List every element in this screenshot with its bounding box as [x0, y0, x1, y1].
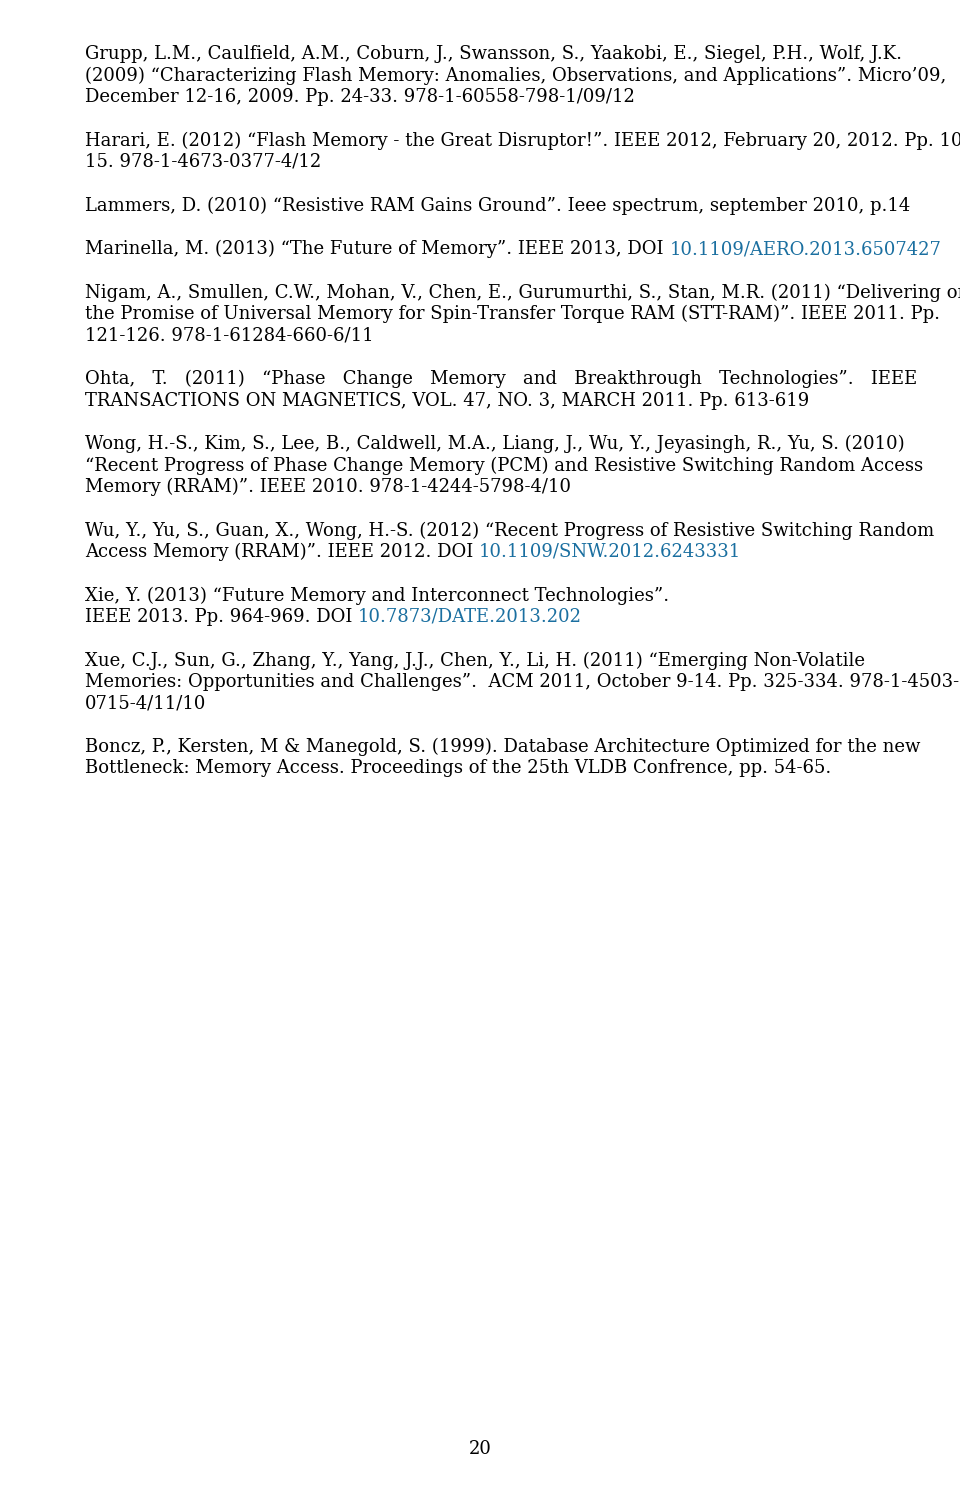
Text: 121-126. 978-1-61284-660-6/11: 121-126. 978-1-61284-660-6/11: [85, 327, 373, 345]
Text: 10.7873/DATE.2013.202: 10.7873/DATE.2013.202: [358, 608, 582, 626]
Text: “Recent Progress of Phase Change Memory (PCM) and Resistive Switching Random Acc: “Recent Progress of Phase Change Memory …: [85, 457, 924, 475]
Text: 15. 978-1-4673-0377-4/12: 15. 978-1-4673-0377-4/12: [85, 152, 322, 170]
Text: Wu, Y., Yu, S., Guan, X., Wong, H.-S. (2012) “Recent Progress of Resistive Switc: Wu, Y., Yu, S., Guan, X., Wong, H.-S. (2…: [85, 521, 934, 539]
Text: Memory (RRAM)”. IEEE 2010. 978-1-4244-5798-4/10: Memory (RRAM)”. IEEE 2010. 978-1-4244-57…: [85, 478, 571, 496]
Text: Bottleneck: Memory Access. Proceedings of the 25th VLDB Confrence, pp. 54-65.: Bottleneck: Memory Access. Proceedings o…: [85, 759, 831, 777]
Text: Ohta,   T.   (2011)   “Phase   Change   Memory   and   Breakthrough   Technologi: Ohta, T. (2011) “Phase Change Memory and…: [85, 371, 917, 388]
Text: Xie, Y. (2013) “Future Memory and Interconnect Technologies”.: Xie, Y. (2013) “Future Memory and Interc…: [85, 587, 669, 605]
Text: 10.1109/SNW.2012.6243331: 10.1109/SNW.2012.6243331: [479, 542, 741, 562]
Text: TRANSACTIONS ON MAGNETICS, VOL. 47, NO. 3, MARCH 2011. Pp. 613-619: TRANSACTIONS ON MAGNETICS, VOL. 47, NO. …: [85, 391, 809, 409]
Text: 10.1109/AERO.2013.6507427: 10.1109/AERO.2013.6507427: [669, 241, 941, 258]
Text: the Promise of Universal Memory for Spin-Transfer Torque RAM (STT-RAM)”. IEEE 20: the Promise of Universal Memory for Spin…: [85, 305, 940, 323]
Text: December 12-16, 2009. Pp. 24-33. 978-1-60558-798-1/09/12: December 12-16, 2009. Pp. 24-33. 978-1-6…: [85, 88, 635, 106]
Text: 0715-4/11/10: 0715-4/11/10: [85, 695, 206, 713]
Text: Xue, C.J., Sun, G., Zhang, Y., Yang, J.J., Chen, Y., Li, H. (2011) “Emerging Non: Xue, C.J., Sun, G., Zhang, Y., Yang, J.J…: [85, 651, 865, 669]
Text: Memories: Opportunities and Challenges”.  ACM 2011, October 9-14. Pp. 325-334. 9: Memories: Opportunities and Challenges”.…: [85, 672, 959, 692]
Text: Wong, H.-S., Kim, S., Lee, B., Caldwell, M.A., Liang, J., Wu, Y., Jeyasingh, R.,: Wong, H.-S., Kim, S., Lee, B., Caldwell,…: [85, 435, 904, 453]
Text: IEEE 2013. Pp. 964-969. DOI: IEEE 2013. Pp. 964-969. DOI: [85, 608, 358, 626]
Text: Harari, E. (2012) “Flash Memory - the Great Disruptor!”. IEEE 2012, February 20,: Harari, E. (2012) “Flash Memory - the Gr…: [85, 131, 960, 149]
Text: Access Memory (RRAM)”. IEEE 2012. DOI: Access Memory (RRAM)”. IEEE 2012. DOI: [85, 542, 479, 562]
Text: Lammers, D. (2010) “Resistive RAM Gains Ground”. Ieee spectrum, september 2010, : Lammers, D. (2010) “Resistive RAM Gains …: [85, 197, 910, 215]
Text: Marinella, M. (2013) “The Future of Memory”. IEEE 2013, DOI: Marinella, M. (2013) “The Future of Memo…: [85, 241, 669, 258]
Text: Grupp, L.M., Caulfield, A.M., Coburn, J., Swansson, S., Yaakobi, E., Siegel, P.H: Grupp, L.M., Caulfield, A.M., Coburn, J.…: [85, 45, 902, 63]
Text: Nigam, A., Smullen, C.W., Mohan, V., Chen, E., Gurumurthi, S., Stan, M.R. (2011): Nigam, A., Smullen, C.W., Mohan, V., Che…: [85, 284, 960, 302]
Text: (2009) “Characterizing Flash Memory: Anomalies, Observations, and Applications”.: (2009) “Characterizing Flash Memory: Ano…: [85, 67, 947, 85]
Text: Boncz, P., Kersten, M & Manegold, S. (1999). Database Architecture Optimized for: Boncz, P., Kersten, M & Manegold, S. (19…: [85, 738, 921, 756]
Text: 20: 20: [468, 1440, 492, 1458]
